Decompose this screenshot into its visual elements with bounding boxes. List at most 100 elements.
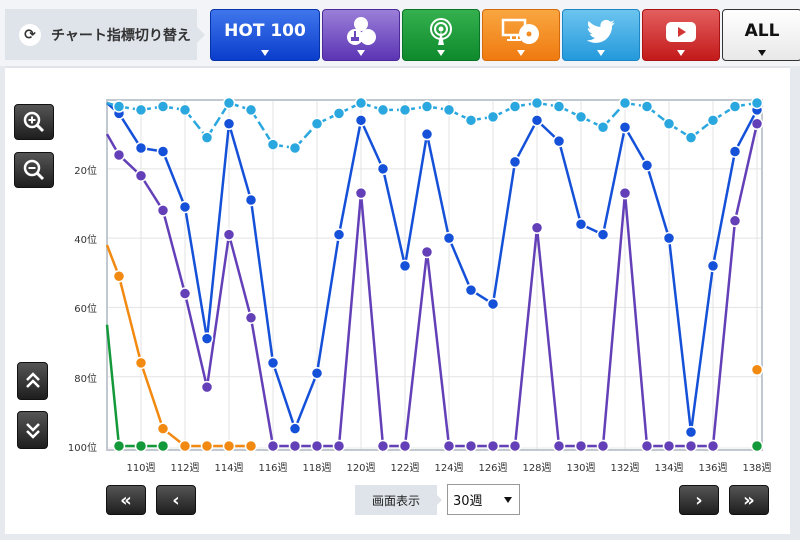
data-point[interactable] [728, 145, 742, 158]
data-point[interactable] [706, 259, 720, 273]
data-point[interactable] [750, 96, 764, 110]
data-point[interactable] [750, 117, 764, 131]
data-point[interactable] [486, 439, 500, 453]
data-point[interactable] [112, 269, 126, 283]
scroll-down-button[interactable] [17, 411, 48, 449]
data-point[interactable] [618, 96, 632, 110]
data-point[interactable] [200, 332, 214, 345]
data-point[interactable] [310, 117, 324, 131]
data-point[interactable] [574, 439, 588, 453]
data-point[interactable] [222, 96, 236, 110]
data-point[interactable] [112, 148, 126, 162]
data-point[interactable] [442, 439, 456, 453]
data-point[interactable] [508, 100, 522, 113]
data-point[interactable] [134, 169, 148, 183]
data-point[interactable] [530, 114, 544, 127]
data-point[interactable] [200, 439, 214, 453]
next-page-button[interactable]: › [679, 485, 719, 515]
data-point[interactable] [618, 186, 632, 200]
data-point[interactable] [354, 186, 368, 200]
data-point[interactable] [332, 439, 346, 453]
data-point[interactable] [354, 96, 368, 110]
data-point[interactable] [464, 439, 478, 453]
data-point[interactable] [134, 356, 148, 370]
data-point[interactable] [244, 311, 258, 325]
data-point[interactable] [640, 100, 654, 113]
data-point[interactable] [596, 439, 610, 453]
data-point[interactable] [288, 422, 302, 435]
data-point[interactable] [596, 121, 610, 134]
data-point[interactable] [244, 193, 258, 207]
data-point[interactable] [508, 155, 522, 169]
data-point[interactable] [486, 110, 500, 124]
data-point[interactable] [574, 110, 588, 124]
tab-all[interactable]: ALL [722, 9, 800, 61]
data-point[interactable] [684, 131, 698, 144]
data-point[interactable] [420, 245, 434, 259]
data-point[interactable] [376, 162, 390, 176]
scroll-up-button[interactable] [17, 362, 48, 400]
data-point[interactable] [684, 425, 698, 439]
data-point[interactable] [310, 366, 324, 380]
data-point[interactable] [728, 100, 742, 113]
data-point[interactable] [156, 145, 170, 158]
data-point[interactable] [618, 121, 632, 134]
data-point[interactable] [728, 214, 742, 228]
data-point[interactable] [640, 159, 654, 172]
display-range-select[interactable]: 30週 [447, 484, 520, 515]
first-page-button[interactable]: « [106, 485, 146, 515]
data-point[interactable] [706, 439, 720, 453]
data-point[interactable] [596, 228, 610, 241]
data-point[interactable] [442, 103, 456, 117]
data-point[interactable] [178, 200, 192, 214]
zoom-out-button[interactable] [14, 152, 54, 188]
data-point[interactable] [266, 356, 280, 370]
prev-page-button[interactable]: ‹ [156, 485, 196, 515]
zoom-in-button[interactable] [14, 104, 54, 140]
data-point[interactable] [156, 422, 170, 435]
data-point[interactable] [662, 439, 676, 453]
data-point[interactable] [178, 439, 192, 453]
data-point[interactable] [750, 439, 764, 453]
tab-sales[interactable] [322, 9, 400, 61]
tab-radio[interactable] [402, 9, 480, 61]
data-point[interactable] [684, 439, 698, 453]
data-point[interactable] [464, 283, 478, 297]
data-point[interactable] [398, 439, 412, 453]
data-point[interactable] [552, 100, 566, 113]
data-point[interactable] [332, 228, 346, 241]
data-point[interactable] [134, 439, 148, 453]
data-point[interactable] [530, 96, 544, 110]
data-point[interactable] [750, 363, 764, 377]
data-point[interactable] [112, 439, 126, 453]
data-point[interactable] [134, 141, 148, 155]
tab-twitter[interactable] [562, 9, 640, 61]
data-point[interactable] [266, 138, 280, 151]
data-point[interactable] [552, 439, 566, 453]
data-point[interactable] [662, 117, 676, 131]
tab-hot100[interactable]: HOT 100 [210, 9, 320, 61]
data-point[interactable] [244, 103, 258, 117]
data-point[interactable] [574, 218, 588, 231]
data-point[interactable] [398, 103, 412, 117]
data-point[interactable] [464, 114, 478, 127]
data-point[interactable] [376, 103, 390, 117]
data-point[interactable] [156, 100, 170, 113]
data-point[interactable] [178, 103, 192, 117]
data-point[interactable] [508, 439, 522, 453]
tab-youtube[interactable] [642, 9, 720, 61]
data-point[interactable] [244, 439, 258, 453]
data-point[interactable] [398, 259, 412, 273]
data-point[interactable] [420, 127, 434, 141]
data-point[interactable] [112, 100, 126, 113]
data-point[interactable] [288, 439, 302, 453]
last-page-button[interactable]: » [729, 485, 769, 515]
data-point[interactable] [222, 228, 236, 241]
data-point[interactable] [310, 439, 324, 453]
data-point[interactable] [200, 380, 214, 394]
data-point[interactable] [200, 131, 214, 144]
data-point[interactable] [486, 297, 500, 311]
data-point[interactable] [662, 231, 676, 245]
data-point[interactable] [354, 114, 368, 127]
tab-pc-lookup[interactable] [482, 9, 560, 61]
